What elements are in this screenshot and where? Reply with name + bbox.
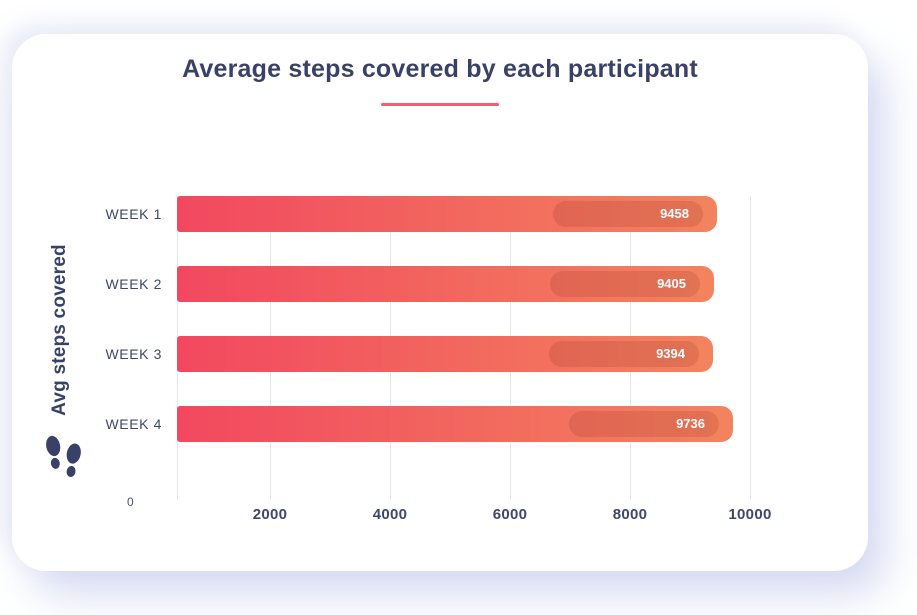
category-label: WEEK 2 [105,276,162,292]
chart-title: Average steps covered by each participan… [182,55,698,83]
bar-week-3: 9394 [177,336,713,372]
gridline-10000 [750,196,751,500]
x-tick-label: 10000 [728,506,772,523]
value-badge: 9405 [550,271,700,297]
plot-area: WEEK 1 9458 WEEK 2 9405 WEEK 3 9394 WEEK 4 9736… [12,34,868,571]
category-label: WEEK 3 [105,346,162,362]
value-badge: 9736 [569,411,719,437]
title-underline [381,103,499,106]
x-tick-label: 0 [127,495,134,509]
footprints-icon [46,435,81,477]
x-tick-label: 4000 [372,506,408,523]
x-tick-label: 6000 [492,506,528,523]
chart-card: Average steps covered by each participan… [12,34,868,571]
category-label: WEEK 4 [105,416,162,432]
bar-week-1: 9458 [177,196,717,232]
bar-week-4: 9736 [177,406,733,442]
value-badge: 9394 [549,341,699,367]
category-label: WEEK 1 [105,206,162,222]
bar-week-2: 9405 [177,266,714,302]
value-badge: 9458 [553,201,703,227]
x-tick-label: 8000 [612,506,648,523]
x-tick-label: 2000 [252,506,288,523]
